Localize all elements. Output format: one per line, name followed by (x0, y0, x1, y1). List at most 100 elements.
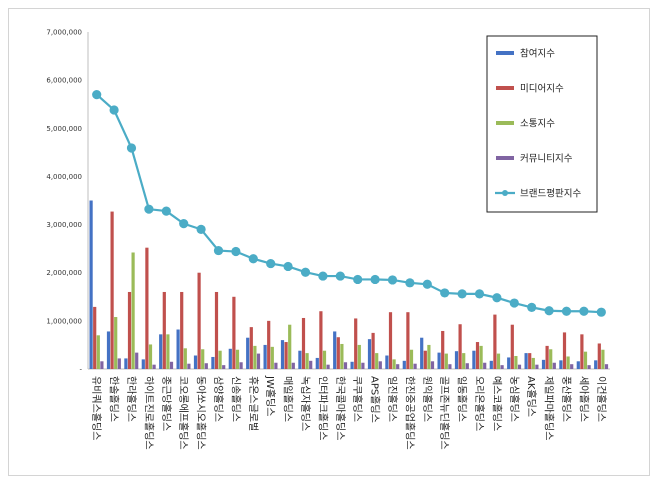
bar-미디어지수 (388, 312, 393, 369)
bar-커뮤니티지수 (430, 361, 435, 369)
bar-미디어지수 (127, 291, 132, 369)
bar-커뮤니티지수 (239, 362, 243, 369)
bar-커뮤니티지수 (169, 361, 174, 369)
bar-참여지수 (402, 360, 406, 369)
point-브랜드평판지수 (92, 89, 102, 100)
bar-참여지수 (524, 353, 528, 369)
bar-커뮤니티지수 (465, 363, 469, 369)
bar-미디어지수 (441, 330, 445, 369)
point-브랜드평판지수 (213, 245, 224, 256)
bar-커뮤니티지수 (570, 364, 574, 369)
bar-참여지수 (193, 355, 198, 369)
bar-미디어지수 (180, 291, 184, 369)
point-브랜드평판지수 (509, 298, 519, 308)
x-tick-label: 한라홀딩스 (125, 376, 138, 422)
point-브랜드평판지수 (335, 271, 345, 281)
point-브랜드평판지수 (144, 204, 154, 214)
bar-소통지수 (235, 349, 240, 369)
bar-커뮤니티지수 (117, 358, 121, 369)
bar-커뮤니티지수 (152, 364, 156, 369)
point-브랜드평판지수 (318, 271, 328, 281)
point-브랜드평판지수 (440, 288, 450, 298)
bar-미디어지수 (110, 211, 114, 369)
bar-커뮤니티지수 (587, 365, 591, 369)
legend-label: 소통지수 (520, 119, 555, 130)
x-axis: 유비쿼스홀딩스 한솔홀딩스 한라홀딩스 하이트진로홀딩스 종근당홀딩스 코오롱에프홀딩스 동… (90, 375, 608, 450)
legend-label: 브랜드평판지수 (520, 189, 581, 200)
x-tick-label: 이건홀딩스 (595, 376, 608, 422)
x-tick-label: 하이트진로홀딩스 (142, 376, 155, 450)
bar-참여지수 (106, 331, 111, 369)
x-tick-label: 신송홀딩스 (229, 376, 242, 422)
bar-소통지수 (375, 353, 379, 369)
bar-소통지수 (479, 345, 483, 369)
bar-소통지수 (549, 349, 553, 369)
bar-참여지수 (437, 352, 441, 369)
bar-참여지수 (211, 356, 215, 369)
bar-미디어지수 (493, 314, 497, 369)
bar-참여지수 (159, 334, 163, 369)
bar-미디어지수 (267, 320, 271, 369)
bar-커뮤니티지수 (187, 363, 191, 369)
bar-참여지수 (385, 355, 389, 369)
bar-참여지수 (315, 357, 319, 369)
bar-참여지수 (576, 361, 580, 369)
x-tick-label: 종근당홀딩스 (160, 376, 173, 431)
bar-미디어지수 (162, 291, 166, 369)
bar-미디어지수 (301, 317, 306, 369)
bar-커뮤니티지수 (326, 364, 330, 369)
bar-미디어지수 (371, 332, 375, 369)
point-브랜드평판지수 (126, 143, 137, 153)
point-브랜드평판지수 (179, 219, 189, 229)
bar-커뮤니티지수 (396, 364, 400, 369)
legend-marker (502, 190, 508, 196)
bar-미디어지수 (93, 306, 97, 369)
point-브랜드평판지수 (387, 275, 398, 285)
bar-소통지수 (409, 349, 414, 369)
legend-swatch-미디어지수 (496, 86, 514, 90)
bar-커뮤니티지수 (604, 364, 609, 369)
point-브랜드평판지수 (527, 302, 537, 312)
point-브랜드평판지수 (544, 306, 554, 316)
x-tick-label: 골프존뉴딘홀딩스 (438, 376, 451, 450)
x-tick-label: 휴온스글로벌 (247, 376, 259, 431)
y-tick-label: 2,000,000 (46, 269, 82, 277)
y-axis: - 1,000,000 2,000,000 3,000,000 4,000,000 5,0… (46, 29, 610, 374)
bar-참여지수 (141, 359, 145, 369)
legend-label: 미디어지수 (520, 84, 564, 95)
line-series (92, 89, 606, 317)
bar-미디어지수 (249, 327, 253, 369)
bar-커뮤니티지수 (291, 362, 295, 369)
bar-참여지수 (454, 351, 459, 369)
bar-커뮤니티지수 (256, 353, 261, 369)
y-tick-label: 7,000,000 (46, 29, 82, 37)
bar-참여지수 (124, 358, 128, 369)
bar-커뮤니티지수 (309, 360, 313, 369)
point-브랜드평판지수 (405, 278, 415, 288)
bar-소통지수 (201, 349, 205, 369)
y-tick-label: 4,000,000 (46, 173, 82, 181)
x-tick-label: 한국콜마홀딩스 (334, 376, 347, 440)
x-tick-label: 녹십자홀딩스 (299, 376, 312, 431)
bar-소통지수 (444, 353, 448, 369)
bar-미디어지수 (510, 324, 514, 369)
bar-미디어지수 (319, 311, 323, 369)
point-브랜드평판지수 (353, 274, 363, 285)
bar-커뮤니티지수 (517, 364, 522, 369)
bar-참여지수 (89, 200, 93, 369)
bar-커뮤니티지수 (135, 352, 139, 369)
x-tick-label: 세아홀딩스 (577, 376, 590, 422)
legend-swatch-소통지수 (496, 121, 514, 125)
x-tick-label: 한진중공업홀딩스 (403, 376, 416, 450)
bar-참여지수 (246, 337, 250, 369)
point-브랜드평판지수 (579, 306, 589, 316)
y-tick-label: 6,000,000 (46, 77, 82, 85)
point-브랜드평판지수 (283, 261, 293, 272)
legend-swatch-커뮤니티지수 (496, 156, 514, 160)
bar-커뮤니티지수 (361, 362, 365, 369)
point-브랜드평판지수 (457, 289, 467, 299)
legend-swatch-참여지수 (496, 51, 514, 55)
bar-커뮤니티지수 (274, 362, 278, 369)
